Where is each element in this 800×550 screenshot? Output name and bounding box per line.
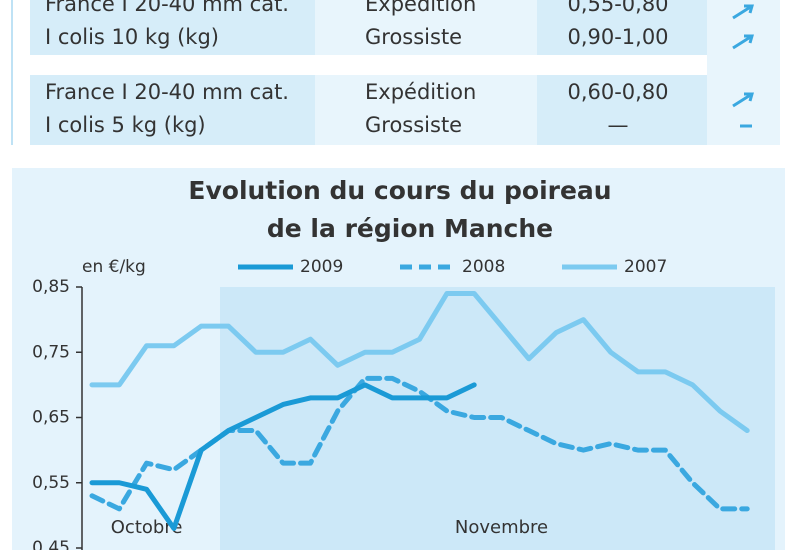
x-tick-label: Octobre — [111, 517, 183, 538]
table-cell-bg — [315, 0, 537, 55]
trend-up — [732, 92, 754, 108]
table-cell-text: I colis 10 kg (kg) — [45, 25, 219, 49]
table-cell-text: — — [608, 113, 629, 137]
chart-title: Evolution du cours du poireau — [188, 176, 611, 205]
table: France I 20-40 mm cat. I colis 10 kg (kg)… — [45, 0, 669, 137]
table-cell-text: Grossiste — [365, 25, 462, 49]
chart-title: de la région Manche — [267, 214, 553, 243]
table-cell-text: 0,90-1,00 — [567, 25, 668, 49]
y-tick-label: 0,85 — [32, 277, 70, 297]
legend-label: 2008 — [462, 257, 505, 277]
table-cell-text: Expédition — [365, 0, 476, 16]
y-tick-label: 0,65 — [32, 408, 70, 428]
table-cell-text: Grossiste — [365, 113, 462, 137]
table-cell-text: 0,55-0,80 — [567, 0, 668, 16]
table-cell-text: France I 20-40 mm cat. — [45, 0, 289, 16]
table-cell-bg — [707, 0, 780, 145]
table-cell-text: I colis 5 kg (kg) — [45, 113, 206, 137]
table-cell-text: Expédition — [365, 80, 476, 104]
y-tick-label: 0,45 — [32, 538, 70, 550]
series-line — [89, 382, 477, 531]
y-tick-label: 0,55 — [32, 473, 70, 493]
legend-label: 2007 — [624, 257, 667, 277]
trend-icons — [732, 4, 754, 128]
table-cell-bg — [315, 75, 537, 145]
trend-up — [732, 4, 754, 20]
y-axis-label: en €/kg — [82, 257, 146, 277]
legend-label: 2009 — [300, 257, 343, 277]
table-cell-text: 0,60-0,80 — [567, 80, 668, 104]
x-tick-label: Novembre — [455, 517, 548, 538]
table-cell-text: France I 20-40 mm cat. — [45, 80, 289, 104]
y-tick-label: 0,75 — [32, 342, 70, 362]
trend-up — [732, 34, 754, 50]
series-line — [89, 291, 750, 434]
